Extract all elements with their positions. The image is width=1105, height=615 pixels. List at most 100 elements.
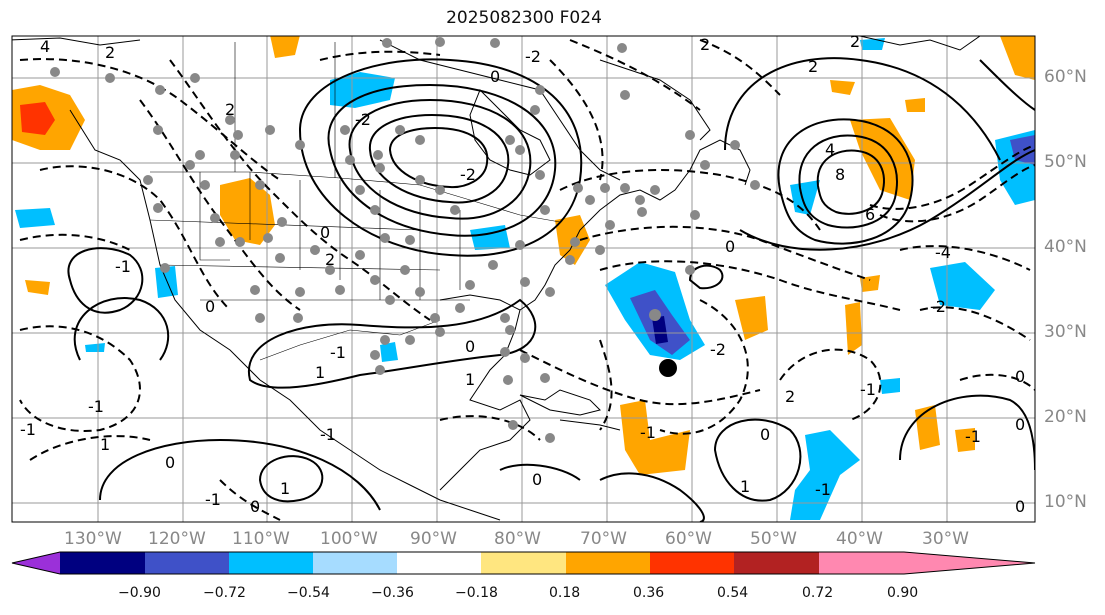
colorbar-tick-label: −0.72	[203, 585, 246, 601]
contour-label: -1	[320, 425, 336, 444]
longitude-label: 30°W	[922, 529, 969, 549]
colorbar-segment	[734, 552, 819, 574]
contour-label: 2	[850, 32, 860, 51]
contour-label: 2	[225, 100, 235, 119]
positive-anomaly-patch	[905, 98, 925, 112]
negative-anomaly-patch	[155, 266, 178, 298]
latitude-label: 40°N	[1044, 237, 1087, 257]
contour-label: 1	[740, 477, 750, 496]
positive-anomaly-patch	[860, 275, 880, 292]
contour-label: -2	[460, 165, 476, 184]
longitude-label: 110°W	[232, 529, 290, 549]
negative-anomaly-patch	[880, 378, 900, 394]
colorbar	[11, 551, 1036, 575]
colorbar-segment	[650, 552, 734, 574]
colorbar-segment	[566, 552, 650, 574]
contour-label: 1	[100, 435, 110, 454]
contour-label: 0	[532, 470, 542, 489]
colorbar-segment	[60, 552, 145, 574]
colorbar-tick-label: −0.90	[118, 585, 161, 601]
colorbar-tick-label: −0.36	[371, 585, 414, 601]
colorbar-segment	[481, 552, 566, 574]
positive-anomaly-patch	[220, 178, 275, 245]
latitude-label: 20°N	[1044, 407, 1087, 427]
contour-label: 2	[808, 57, 818, 76]
colorbar-segment	[819, 552, 904, 574]
longitude-label: 40°W	[836, 529, 883, 549]
colorbar-max-arrow	[904, 552, 1035, 574]
map-title: 2025082300 F024	[446, 8, 602, 28]
contour-label: 0	[165, 453, 175, 472]
contour-label: -2	[355, 110, 371, 129]
contour-label: -1	[20, 420, 36, 439]
contour-label: 1	[315, 363, 325, 382]
colorbar-tick-label: 0.18	[549, 585, 581, 601]
colorbar-segment	[313, 552, 397, 574]
contour-label: 0	[725, 237, 735, 256]
contour-labels: 4 2 0 -2 2 -2 0 -2 2 2 0 -1 0 -1 1 1 -1 …	[20, 32, 1025, 516]
contour-label: 6	[865, 205, 875, 224]
negative-anomaly-patch	[330, 72, 395, 108]
latitude-label: 10°N	[1044, 492, 1087, 512]
positive-anomaly-patch	[955, 428, 975, 452]
storm-center-marker	[659, 359, 677, 377]
positive-anomaly-core	[20, 102, 55, 135]
contour-label: 0	[320, 223, 330, 242]
negative-anomaly-patch	[85, 343, 105, 352]
dashed-contours	[19, 39, 1035, 521]
longitude-label: 90°W	[410, 529, 457, 549]
negative-anomaly-patch	[380, 342, 398, 362]
longitude-label: 60°W	[665, 529, 712, 549]
colorbar-tick-label: 0.90	[887, 585, 919, 601]
contour-label: -1	[115, 257, 131, 276]
contour-label: -1	[88, 397, 104, 416]
positive-anomaly-patch	[270, 36, 300, 58]
longitude-label: 70°W	[580, 529, 627, 549]
contour-label: -2	[930, 297, 946, 316]
contour-label: 0	[465, 337, 475, 356]
contour-label: 2	[700, 35, 710, 54]
contour-label: -1	[815, 480, 831, 499]
negative-anomaly-patch	[790, 430, 860, 520]
colorbar-tick-label: 0.36	[633, 585, 665, 601]
contour-label: 4	[825, 140, 835, 159]
contour-label: -4	[935, 243, 951, 262]
negative-anomaly-core	[652, 316, 668, 344]
negative-anomaly-patch	[790, 180, 820, 215]
latitude-label: 60°N	[1044, 67, 1087, 87]
contour-label: -1	[860, 380, 876, 399]
colorbar-segment	[397, 552, 481, 574]
positive-anomaly-patch	[620, 400, 690, 475]
contour-label: 0	[490, 67, 500, 86]
latitude-label: 50°N	[1044, 152, 1087, 172]
longitude-label: 80°W	[494, 529, 541, 549]
contour-label: 1	[465, 370, 475, 389]
graticule	[12, 36, 1035, 522]
contour-label: -1	[205, 490, 221, 509]
contour-label: -2	[525, 47, 541, 66]
colorbar-segment	[145, 552, 229, 574]
negative-anomaly-patch	[860, 38, 885, 50]
negative-anomaly-patch	[15, 208, 55, 228]
contour-label: 1	[280, 479, 290, 498]
contour-label: 0	[760, 425, 770, 444]
contour-label: 2	[105, 43, 115, 62]
contour-label: 4	[40, 37, 50, 56]
colorbar-min-arrow	[12, 552, 60, 574]
positive-anomaly-patch	[25, 280, 50, 295]
contour-label: 0	[205, 297, 215, 316]
map-frame	[11, 35, 1036, 523]
negative-anomaly-patch	[930, 262, 995, 310]
contour-label: -2	[710, 340, 726, 359]
longitude-label: 130°W	[64, 529, 122, 549]
colorbar-tick-label: 0.72	[802, 585, 834, 601]
positive-anomaly-patch	[735, 296, 768, 340]
contour-label: 0	[1015, 367, 1025, 386]
contour-label: 0	[1015, 497, 1025, 516]
latitude-label: 30°N	[1044, 322, 1087, 342]
observation-points	[50, 37, 760, 443]
colorbar-tick-label: −0.54	[287, 585, 330, 601]
contours	[67, 57, 1035, 522]
longitude-label: 50°W	[750, 529, 797, 549]
